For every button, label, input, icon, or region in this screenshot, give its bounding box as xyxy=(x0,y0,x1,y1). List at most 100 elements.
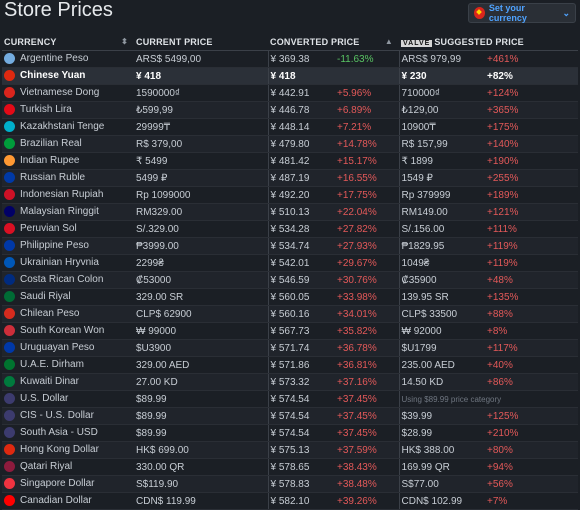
country-flag-icon xyxy=(4,53,15,65)
china-flag-icon xyxy=(474,7,485,19)
suggested-price: ₡35900 xyxy=(398,271,486,289)
suggested-diff: +40% xyxy=(485,356,579,374)
country-flag-icon xyxy=(4,308,15,320)
column-header-converted-price[interactable]: CONVERTED PRICE ▲ xyxy=(268,34,400,51)
country-flag-icon xyxy=(4,155,15,167)
current-price: Rp 1099000 xyxy=(134,186,268,204)
suggested-diff: +190% xyxy=(485,152,579,170)
table-row: Turkish Lira ₺599,99 ¥ 446.78 +6.89% ₺12… xyxy=(2,101,579,119)
suggested-price: R$ 157,99 xyxy=(398,135,486,153)
country-flag-icon xyxy=(4,495,15,507)
country-flag-icon xyxy=(4,410,15,422)
current-price: $U3900 xyxy=(134,339,268,357)
converted-price: ¥ 574.54 xyxy=(267,390,335,408)
currency-name: CIS - U.S. Dollar xyxy=(20,410,94,422)
converted-diff: +37.16% xyxy=(335,373,400,391)
table-row: Vietnamese Dong 1590000₫ ¥ 442.91 +5.96%… xyxy=(2,84,579,102)
current-price: CLP$ 62900 xyxy=(134,305,268,323)
table-header-row: CURRENCY ⬍ CURRENT PRICE CONVERTED PRICE ▲… xyxy=(2,34,579,51)
valve-logo: VALVE xyxy=(401,40,433,47)
table-row: Kuwaiti Dinar 27.00 KD ¥ 573.32 +37.16% … xyxy=(2,373,579,391)
currency-cell: Philippine Peso xyxy=(2,237,134,255)
currency-cell: Indian Rupee xyxy=(2,152,134,170)
table-row: U.A.E. Dirham 329.00 AED ¥ 571.86 +36.81… xyxy=(2,356,579,374)
column-header-currency[interactable]: CURRENCY ⬍ xyxy=(2,34,134,51)
currency-cell: Kuwaiti Dinar xyxy=(2,373,134,391)
column-header-current-price[interactable]: CURRENT PRICE xyxy=(134,34,268,51)
converted-diff: +39.26% xyxy=(335,492,400,510)
currency-cell: U.A.E. Dirham xyxy=(2,356,134,374)
suggested-diff: +210% xyxy=(485,424,579,442)
current-price: ₱3999.00 xyxy=(134,237,268,255)
currency-cell: Brazilian Real xyxy=(2,135,134,153)
suggested-price: 139.95 SR xyxy=(398,288,486,306)
converted-price: ¥ 448.14 xyxy=(267,118,335,136)
converted-price: ¥ 574.54 xyxy=(267,407,335,425)
suggested-diff: +125% xyxy=(485,407,579,425)
currency-cell: Qatari Riyal xyxy=(2,458,134,476)
currency-name: Chilean Peso xyxy=(20,308,80,320)
currency-cell: U.S. Dollar xyxy=(2,390,134,408)
suggested-diff: +175% xyxy=(485,118,579,136)
country-flag-icon xyxy=(4,461,15,473)
country-flag-icon xyxy=(4,172,15,184)
currency-name: Kazakhstani Tenge xyxy=(20,121,105,133)
suggested-price: 710000₫ xyxy=(398,84,486,102)
currency-cell: South Asia - USD xyxy=(2,424,134,442)
converted-price: ¥ 369.38 xyxy=(267,50,335,68)
current-price: 27.00 KD xyxy=(134,373,268,391)
converted-price: ¥ 510.13 xyxy=(267,203,335,221)
table-row: Uruguayan Peso $U3900 ¥ 571.74 +36.78% $… xyxy=(2,339,579,357)
set-currency-button[interactable]: Set your currency ⌄ xyxy=(468,3,576,23)
converted-diff: +17.75% xyxy=(335,186,400,204)
column-header-suggested-price[interactable]: VALVE SUGGESTED PRICE xyxy=(399,34,579,51)
table-row: Hong Kong Dollar HK$ 699.00 ¥ 575.13 +37… xyxy=(2,441,579,459)
converted-price: ¥ 571.86 xyxy=(267,356,335,374)
currency-name: Indonesian Rupiah xyxy=(20,189,104,201)
converted-price: ¥ 534.28 xyxy=(267,220,335,238)
country-flag-icon xyxy=(4,240,15,252)
suggested-diff: +117% xyxy=(485,339,579,357)
country-flag-icon xyxy=(4,444,15,456)
suggested-diff: +255% xyxy=(485,169,579,187)
currency-cell: South Korean Won xyxy=(2,322,134,340)
currency-name: Qatari Riyal xyxy=(20,461,73,473)
converted-price: ¥ 534.74 xyxy=(267,237,335,255)
suggested-price: 235.00 AED xyxy=(398,356,486,374)
suggested-diff: +365% xyxy=(485,101,579,119)
table-row: CIS - U.S. Dollar $89.99 ¥ 574.54 +37.45… xyxy=(2,407,579,425)
suggested-diff: +56% xyxy=(485,475,579,493)
country-flag-icon xyxy=(4,87,15,99)
currency-name: Turkish Lira xyxy=(20,104,72,116)
converted-diff: +36.81% xyxy=(335,356,400,374)
suggested-price: ¥ 230 xyxy=(398,67,486,85)
converted-diff: +36.78% xyxy=(335,339,400,357)
table-row: Indian Rupee ₹ 5499 ¥ 481.42 +15.17% ₹ 1… xyxy=(2,152,579,170)
country-flag-icon xyxy=(4,223,15,235)
suggested-diff: +86% xyxy=(485,373,579,391)
current-price: 2299₴ xyxy=(134,254,268,272)
currency-name: Indian Rupee xyxy=(20,155,80,167)
suggested-price: 1549 ₽ xyxy=(398,169,486,187)
current-price: 330.00 QR xyxy=(134,458,268,476)
suggested-price: ₹ 1899 xyxy=(398,152,486,170)
store-prices-table: CURRENCY ⬍ CURRENT PRICE CONVERTED PRICE ▲… xyxy=(2,34,579,510)
suggested-diff: +94% xyxy=(485,458,579,476)
table-row: Costa Rican Colon ₡53000 ¥ 546.59 +30.76… xyxy=(2,271,579,289)
table-row: Ukrainian Hryvnia 2299₴ ¥ 542.01 +29.67%… xyxy=(2,254,579,272)
current-price: 1590000₫ xyxy=(134,84,268,102)
currency-name: Vietnamese Dong xyxy=(20,87,100,99)
suggested-price: Rp 379999 xyxy=(398,186,486,204)
country-flag-icon xyxy=(4,291,15,303)
suggested-price: RM149.00 xyxy=(398,203,486,221)
table-row: Russian Ruble 5499 ₽ ¥ 487.19 +16.55% 15… xyxy=(2,169,579,187)
suggested-diff: +119% xyxy=(485,237,579,255)
converted-price: ¥ 479.80 xyxy=(267,135,335,153)
converted-diff: +34.01% xyxy=(335,305,400,323)
converted-diff: +38.48% xyxy=(335,475,400,493)
converted-price: ¥ 446.78 xyxy=(267,101,335,119)
converted-price: ¥ 582.10 xyxy=(267,492,335,510)
currency-name: Argentine Peso xyxy=(20,53,89,65)
current-price: $89.99 xyxy=(134,390,268,408)
country-flag-icon xyxy=(4,325,15,337)
